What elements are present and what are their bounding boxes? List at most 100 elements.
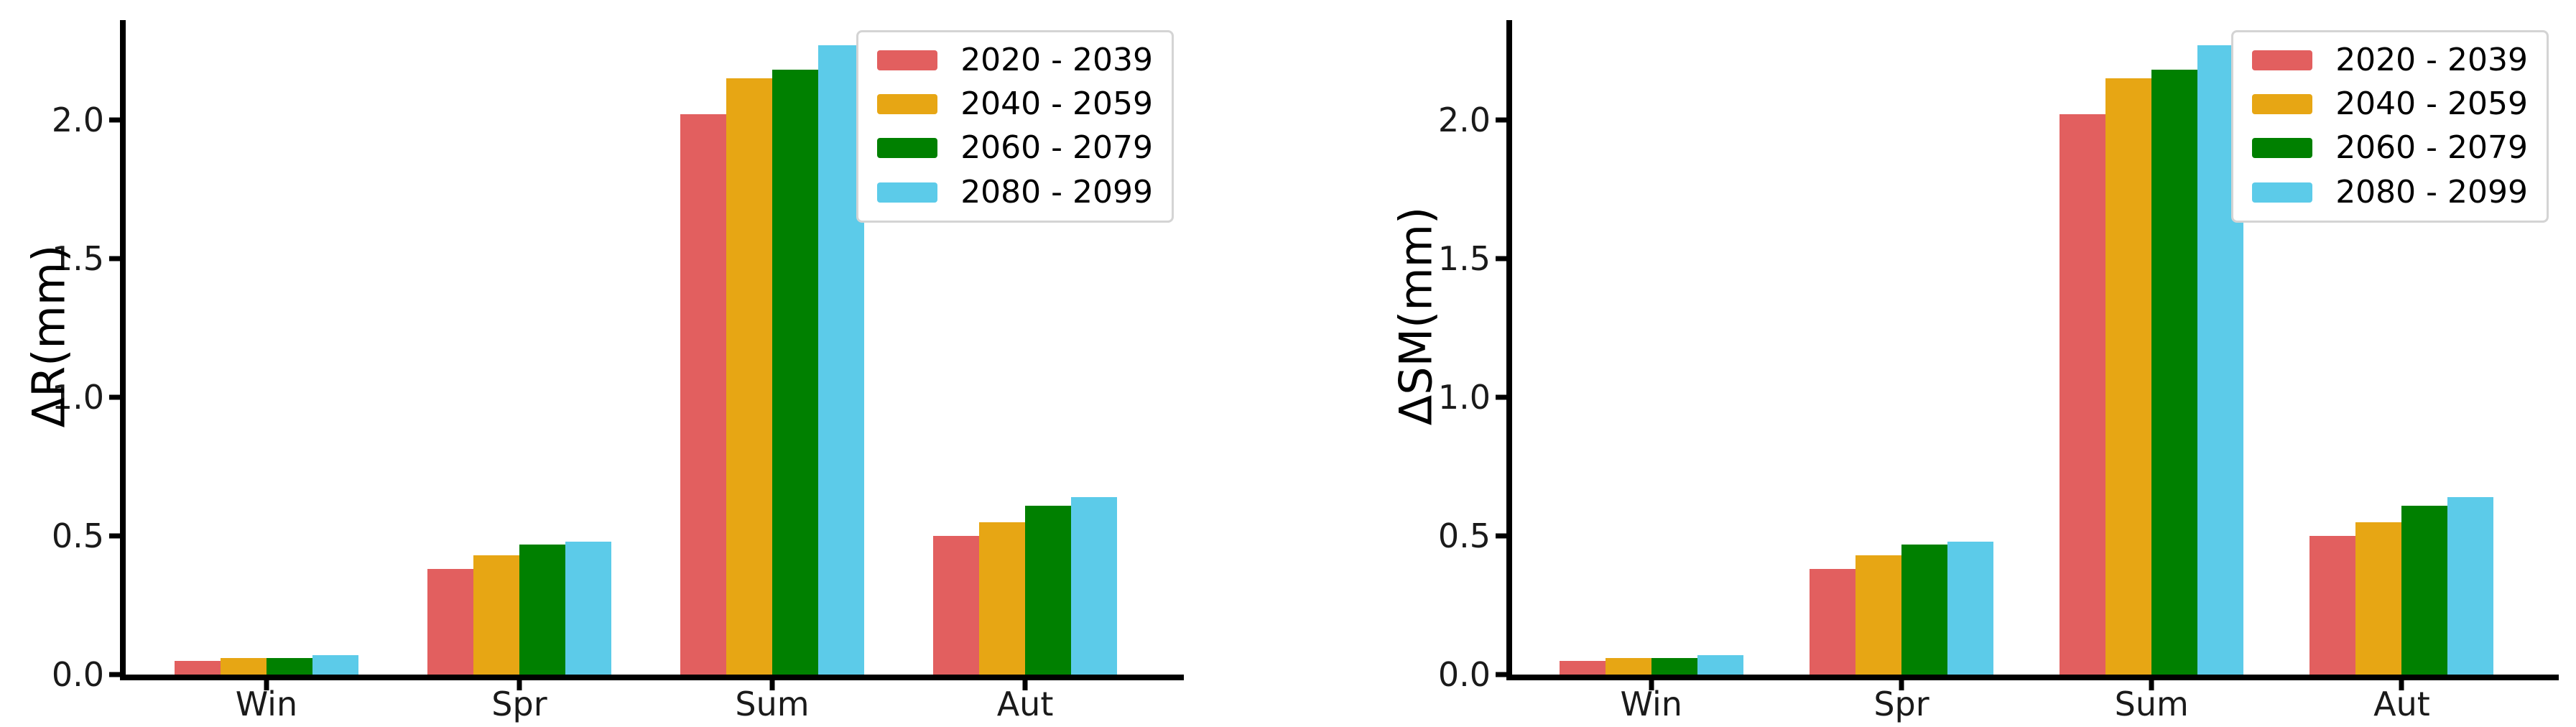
y-tick-mark [109, 117, 120, 123]
legend-swatch [2252, 94, 2313, 115]
legend-swatch [877, 138, 938, 159]
legend-label: 2060 - 2079 [960, 129, 1153, 167]
y-tick-label: 2.0 [1437, 100, 1491, 139]
x-tick-label-sum: Sum [2114, 685, 2189, 723]
y-tick-mark [109, 256, 120, 261]
x-tick-mark [2149, 680, 2154, 690]
legend-label: 2080 - 2099 [960, 173, 1153, 210]
bar-aut-2040-2059 [2355, 522, 2402, 675]
bar-sum-2040-2059 [726, 78, 772, 675]
y-tick-mark [1496, 117, 1506, 123]
plot-area: 0.0 0.5 1.0 1.5 2.0 Win Spr Sum Aut 2020 - 2039 20… [1438, 20, 2559, 721]
x-tick-label-win: Win [235, 685, 298, 723]
y-tick-mark [109, 533, 120, 539]
y-tick-label: 0.5 [51, 517, 104, 555]
x-tick-mark [516, 680, 522, 690]
bar-spr-2060-2079 [519, 544, 565, 675]
panel-delta-sm: ΔSM(mm) 0.0 0.5 1.0 1.5 2.0 Win Spr Sum Aut 2020 … [1288, 0, 2576, 727]
x-tick-label-aut: Aut [996, 685, 1054, 723]
bar-sum-2020-2039 [2060, 114, 2106, 675]
bar-aut-2060-2079 [2401, 505, 2448, 675]
legend-label: 2020 - 2039 [2335, 42, 2528, 78]
legend-item: 2020 - 2039 [2252, 42, 2528, 78]
legend-item: 2040 - 2059 [877, 85, 1153, 123]
bar-group-sum [680, 20, 864, 675]
y-tick-mark [109, 394, 120, 400]
bar-aut-2020-2039 [933, 536, 980, 675]
bar-group-aut [2309, 20, 2494, 675]
x-tick-mark [1899, 680, 1904, 690]
y-tick-label: 1.0 [1437, 377, 1491, 417]
bar-group-spr [1810, 20, 1993, 675]
x-tick-mark [1022, 680, 1028, 690]
y-tick-label: 1.5 [1437, 239, 1491, 278]
x-tick-label-spr: Spr [491, 685, 547, 723]
legend-item: 2060 - 2079 [877, 131, 1153, 165]
y-tick-mark [1496, 672, 1506, 677]
y-tick-label: 1.5 [51, 239, 104, 278]
bar-spr-2040-2059 [473, 555, 519, 675]
legend-swatch [877, 182, 938, 203]
bar-spr-2060-2079 [1901, 544, 1947, 675]
bar-win-2020-2039 [1559, 660, 1606, 675]
legend-label: 2060 - 2079 [2335, 129, 2528, 167]
x-tick-mark [769, 680, 775, 690]
legend-item: 2060 - 2079 [2252, 131, 2528, 165]
legend-label: 2020 - 2039 [960, 42, 1153, 78]
bar-aut-2040-2059 [979, 522, 1026, 675]
legend-swatch [2252, 138, 2313, 159]
bar-group-spr [427, 20, 611, 675]
y-tick-label: 2.0 [51, 100, 104, 139]
bar-win-2080-2099 [1697, 654, 1743, 675]
bar-sum-2020-2039 [680, 114, 726, 675]
y-axis-label: ΔR(mm) [22, 244, 75, 428]
legend-item: 2040 - 2059 [2252, 85, 2528, 123]
bar-spr-2020-2039 [427, 569, 473, 675]
bar-group-win [1559, 20, 1743, 675]
plot-area: 0.0 0.5 1.0 1.5 2.0 Win Spr Sum Aut 2020 - 2039 20… [52, 20, 1184, 721]
bar-aut-2020-2039 [2309, 536, 2356, 675]
panel-delta-r: ΔR(mm) 0.0 0.5 1.0 1.5 2.0 Win Spr Sum Aut 2020 -… [22, 20, 1184, 721]
legend: 2020 - 2039 2040 - 2059 2060 - 2079 2080 - … [2231, 30, 2549, 223]
bar-aut-2080-2099 [2447, 496, 2494, 675]
legend-label: 2040 - 2059 [960, 85, 1153, 123]
bar-win-2080-2099 [312, 654, 358, 675]
x-tick-label-sum: Sum [735, 685, 810, 723]
legend-label: 2080 - 2099 [2335, 173, 2528, 210]
bar-sum-2040-2059 [2105, 78, 2152, 675]
y-axis-label: ΔSM(mm) [1389, 206, 1442, 426]
y-tick-label: 0.0 [51, 655, 104, 694]
bar-spr-2080-2099 [565, 541, 611, 675]
legend-label: 2040 - 2059 [2335, 85, 2528, 123]
bar-aut-2080-2099 [1071, 496, 1118, 675]
legend-swatch [877, 50, 938, 71]
legend-swatch [2252, 50, 2313, 71]
bar-sum-2060-2079 [2151, 70, 2198, 675]
bar-group-aut [933, 20, 1118, 675]
bar-spr-2080-2099 [1947, 541, 1993, 675]
bar-win-2020-2039 [174, 660, 221, 675]
y-tick-mark [1496, 533, 1506, 539]
bar-spr-2020-2039 [1810, 569, 1855, 675]
y-tick-mark [1496, 394, 1506, 400]
x-tick-mark [1649, 680, 1654, 690]
y-tick-label: 1.0 [51, 377, 104, 417]
y-tick-mark [1496, 256, 1506, 261]
y-tick-label: 0.5 [1437, 517, 1491, 555]
bar-win-2040-2059 [220, 657, 267, 675]
x-tick-label-aut: Aut [2373, 685, 2430, 723]
legend-swatch [877, 94, 938, 115]
y-tick-mark [109, 672, 120, 677]
bar-group-sum [2060, 20, 2244, 675]
bar-spr-2040-2059 [1855, 555, 1901, 675]
legend-item: 2080 - 2099 [2252, 173, 2528, 210]
x-tick-mark [264, 680, 269, 690]
bar-win-2060-2079 [266, 657, 312, 675]
legend: 2020 - 2039 2040 - 2059 2060 - 2079 2080 - … [856, 30, 1174, 223]
bar-group-win [174, 20, 358, 675]
bar-aut-2060-2079 [1025, 505, 1072, 675]
bar-win-2040-2059 [1605, 657, 1651, 675]
y-tick-label: 0.0 [1437, 655, 1491, 694]
x-tick-label-win: Win [1620, 685, 1682, 723]
